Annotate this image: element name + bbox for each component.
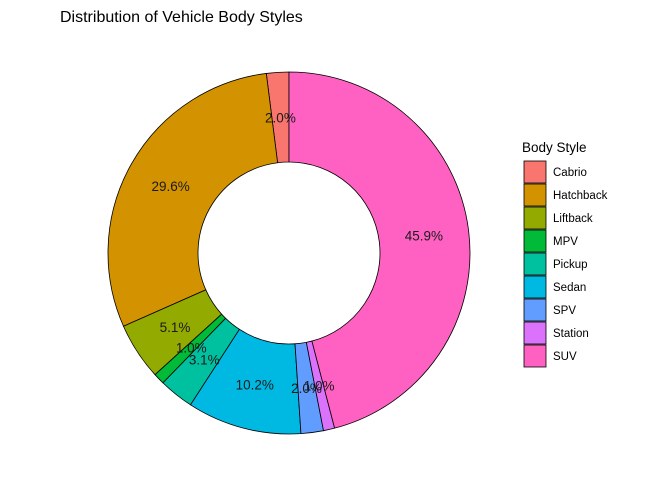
legend-label-station: Station: [553, 328, 589, 340]
legend-key-station: [523, 321, 547, 345]
legend-key-mpv: [523, 229, 547, 253]
slice-label-mpv: 1.0%: [176, 341, 207, 356]
legend-label-sedan: Sedan: [553, 282, 586, 294]
legend-key-suv: [523, 344, 547, 368]
legend-label-cabrio: Cabrio: [553, 167, 587, 179]
slice-label-pickup: 3.1%: [189, 352, 220, 367]
legend-key-liftback: [523, 206, 547, 230]
legend: Body Style Cabrio Hatchback Liftback MPV Pic…: [522, 140, 608, 368]
slice-label-sedan: 10.2%: [236, 378, 274, 393]
donut-slices: [107, 71, 471, 435]
slice-suv: [288, 71, 471, 429]
slice-labels: 2.0%29.6%5.1%1.0%3.1%10.2% 2.0%1.0%45.9%: [151, 110, 443, 396]
slice-label-station: 1.0%: [304, 379, 335, 394]
legend-key-sedan: [523, 275, 547, 299]
legend-label-mpv: MPV: [553, 236, 578, 248]
slice-label-spv: 2.0%: [291, 381, 322, 396]
legend-label-liftback: Liftback: [553, 213, 593, 225]
legend-key-pickup: [523, 252, 547, 276]
legend-label-pickup: Pickup: [553, 259, 588, 271]
chart-title: Distribution of Vehicle Body Styles: [60, 9, 303, 26]
slice-label-hatchback: 29.6%: [151, 179, 189, 194]
legend-label-suv: SUV: [553, 351, 577, 363]
slice-hatchback: [107, 72, 279, 327]
slice-label-cabrio: 2.0%: [265, 110, 296, 125]
legend-label-hatchback: Hatchback: [553, 190, 608, 202]
legend-title: Body Style: [522, 140, 587, 155]
legend-label-spv: SPV: [553, 305, 576, 317]
slice-label-liftback: 5.1%: [160, 320, 191, 335]
legend-key-cabrio: [523, 160, 547, 184]
legend-key-spv: [523, 298, 547, 322]
slice-label-suv: 45.9%: [405, 229, 443, 244]
legend-key-hatchback: [523, 183, 547, 207]
